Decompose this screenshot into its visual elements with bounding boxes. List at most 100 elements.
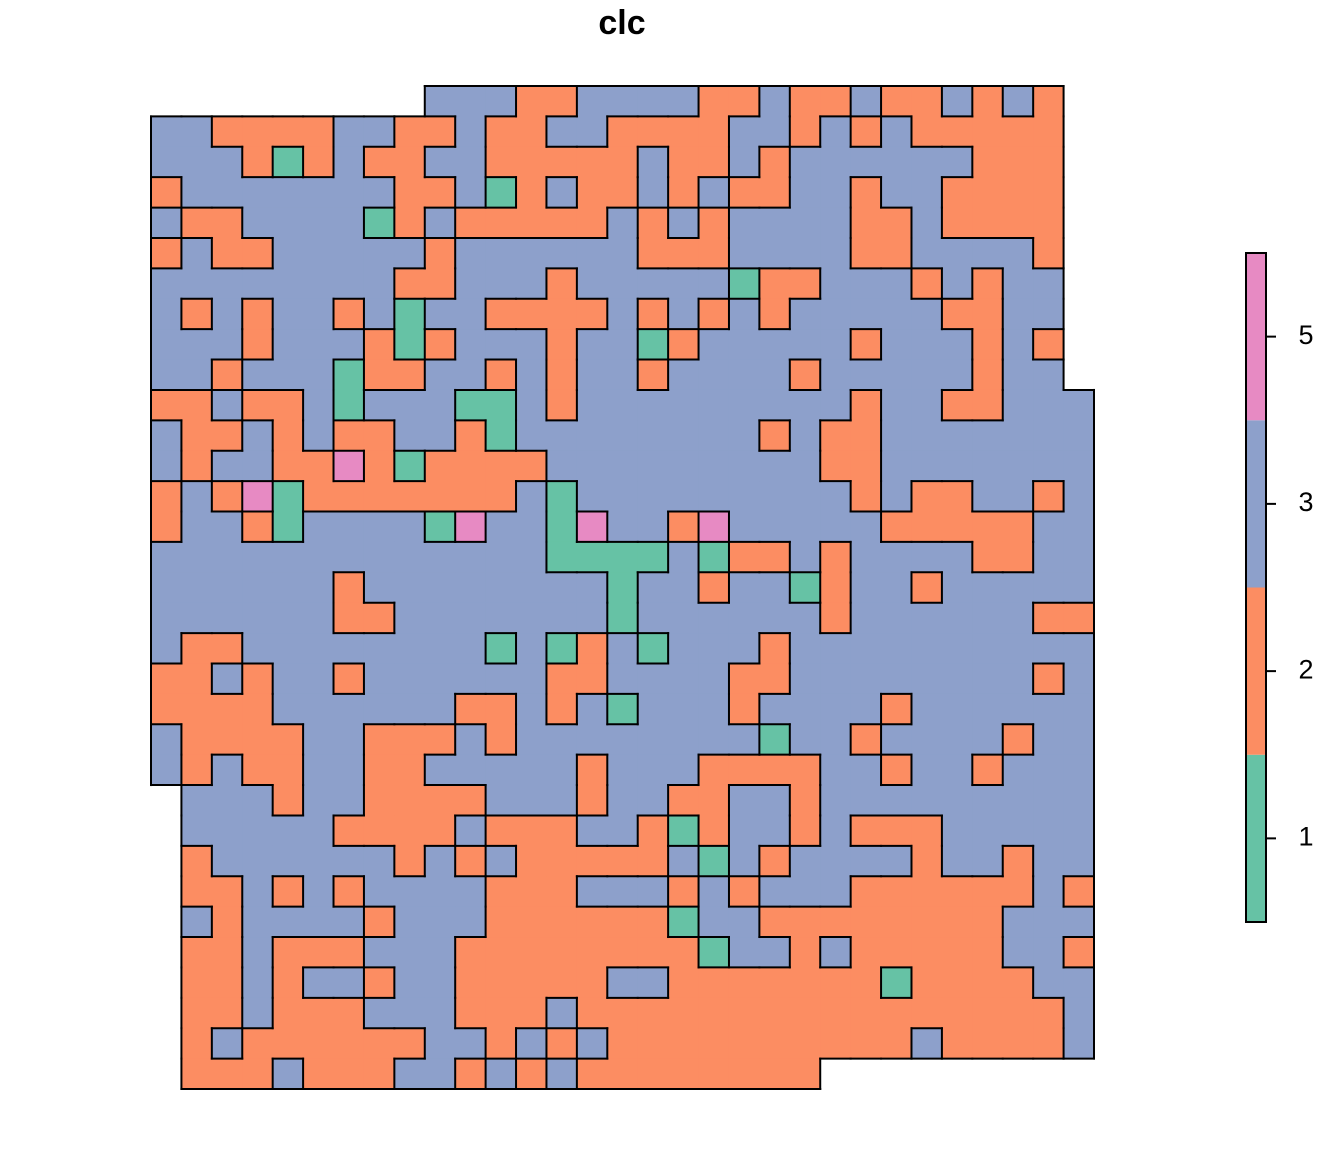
cell — [972, 329, 1004, 361]
cell — [424, 572, 456, 604]
cell — [941, 754, 973, 786]
cell — [516, 997, 548, 1029]
cell — [363, 785, 395, 817]
cell — [211, 420, 243, 452]
cell — [1033, 359, 1065, 391]
cell — [728, 389, 760, 421]
cell — [181, 602, 213, 634]
cell — [941, 420, 973, 452]
cell — [698, 663, 730, 695]
cell — [850, 541, 882, 573]
cell — [728, 815, 760, 847]
cell — [1033, 511, 1065, 543]
cell — [363, 511, 395, 543]
cell — [394, 177, 426, 209]
legend-label: 3 — [1298, 487, 1313, 517]
cell — [455, 633, 487, 665]
cell — [1002, 693, 1034, 725]
cell — [1063, 481, 1095, 513]
cell — [211, 937, 243, 969]
cell — [303, 815, 335, 847]
cell — [151, 389, 183, 421]
cell — [211, 389, 243, 421]
cell — [455, 997, 487, 1029]
cell — [242, 116, 274, 148]
cell — [1033, 237, 1065, 269]
cell — [151, 329, 183, 361]
cell — [151, 693, 183, 725]
cell — [850, 876, 882, 908]
cell — [728, 268, 760, 300]
cell — [789, 724, 821, 756]
cell — [789, 329, 821, 361]
cell — [394, 207, 426, 239]
cell — [485, 754, 517, 786]
cell — [1002, 268, 1034, 300]
cell — [1033, 329, 1065, 361]
cell — [1002, 86, 1034, 117]
cell — [698, 359, 730, 391]
cell — [516, 359, 548, 391]
cell — [850, 359, 882, 391]
cell — [576, 389, 608, 421]
cell — [850, 572, 882, 604]
cell — [607, 481, 639, 513]
cell — [242, 268, 274, 300]
cell — [1002, 602, 1034, 634]
cell — [272, 633, 304, 665]
cell — [1033, 207, 1065, 239]
cell — [759, 1028, 791, 1060]
cell — [211, 1028, 243, 1060]
cell — [941, 298, 973, 330]
cell — [242, 815, 274, 847]
cell — [424, 967, 456, 999]
cell — [455, 511, 487, 543]
cell — [394, 876, 426, 908]
cell — [607, 146, 639, 178]
cell — [546, 845, 578, 877]
cell — [333, 511, 365, 543]
cell — [607, 572, 639, 604]
cell — [242, 754, 274, 786]
cell — [668, 724, 700, 756]
cell — [911, 845, 943, 877]
cell — [516, 1028, 548, 1060]
cell — [1063, 815, 1095, 847]
cell — [576, 815, 608, 847]
cell — [363, 602, 395, 634]
cell — [972, 937, 1004, 969]
cell — [303, 906, 335, 938]
cell — [303, 937, 335, 969]
legend-label: 2 — [1298, 654, 1313, 684]
cell — [1002, 724, 1034, 756]
cell — [820, 572, 852, 604]
cell — [607, 86, 639, 117]
cell — [1002, 572, 1034, 604]
cell — [637, 86, 669, 117]
cell — [1002, 906, 1034, 938]
cell — [516, 116, 548, 148]
cell — [668, 298, 700, 330]
cell — [576, 906, 608, 938]
cell — [1033, 997, 1065, 1029]
cell — [972, 541, 1004, 573]
cell — [211, 602, 243, 634]
cell — [363, 997, 395, 1029]
cell — [576, 116, 608, 148]
cell — [272, 146, 304, 178]
cell — [1002, 359, 1034, 391]
cell — [668, 633, 700, 665]
cell — [303, 420, 335, 452]
cell — [972, 389, 1004, 421]
cell — [1033, 633, 1065, 665]
cell — [881, 572, 913, 604]
cell — [607, 329, 639, 361]
cell — [485, 1058, 517, 1090]
cell — [424, 1058, 456, 1090]
cell — [941, 845, 973, 877]
cell — [394, 906, 426, 938]
cell — [881, 602, 913, 634]
cell — [211, 633, 243, 665]
cell — [881, 481, 913, 513]
cell — [181, 450, 213, 482]
